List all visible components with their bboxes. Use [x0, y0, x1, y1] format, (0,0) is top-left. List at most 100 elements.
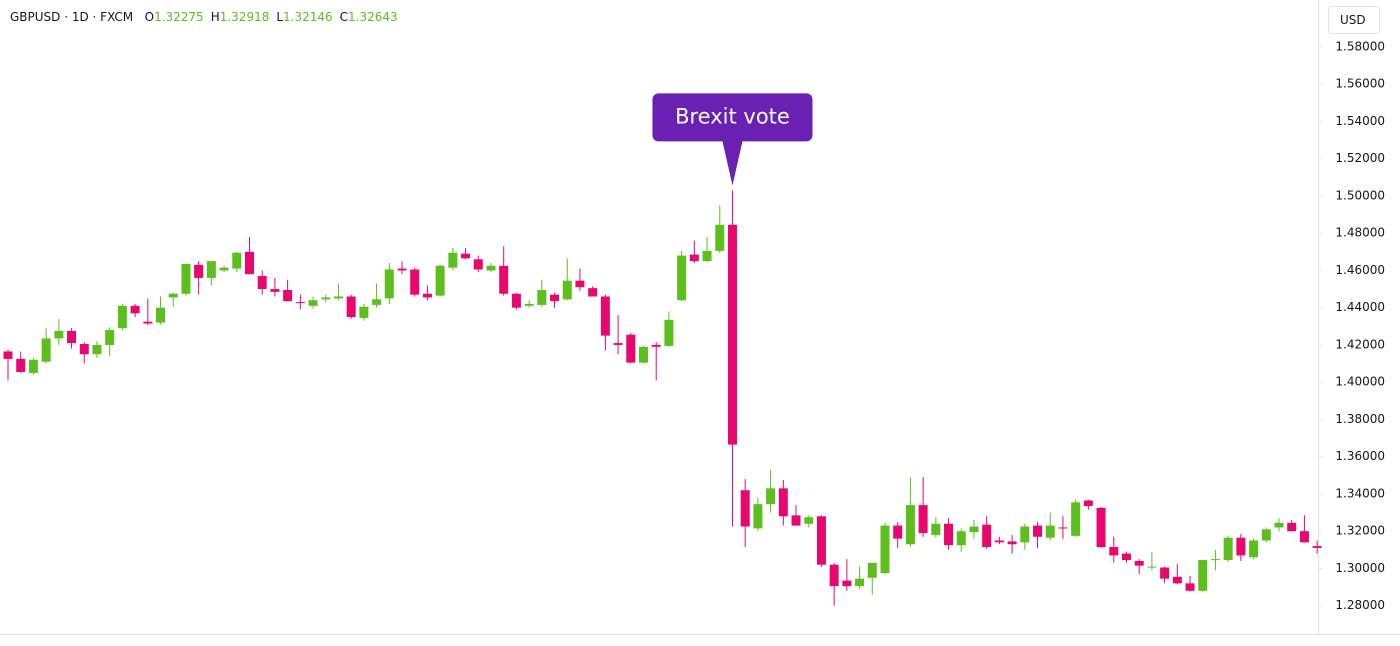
y-tick-label: 1.34000	[1335, 486, 1385, 500]
candle-body	[168, 293, 178, 298]
candle-body	[766, 488, 776, 505]
candle-body	[816, 516, 826, 565]
candle-body	[1134, 560, 1144, 566]
candle-body	[206, 261, 216, 278]
candle-body	[575, 280, 585, 288]
legend-value: 1.32643	[348, 10, 398, 24]
candle-body	[117, 305, 127, 329]
candle-body	[79, 344, 89, 355]
candle-body	[944, 523, 954, 546]
y-tick-label: 1.42000	[1335, 337, 1385, 351]
candle-body	[931, 523, 941, 535]
candle-body	[372, 299, 382, 305]
y-tick-label: 1.38000	[1335, 412, 1385, 426]
candle-body	[181, 263, 191, 294]
y-tick-label: 1.30000	[1335, 561, 1385, 575]
annotation-text: Brexit vote	[675, 104, 790, 128]
candle-body	[969, 526, 979, 533]
candle-body	[16, 358, 26, 372]
symbol: GBPUSD · 1D · FXCM	[10, 10, 134, 24]
candle-body	[1210, 559, 1220, 561]
candle-body	[244, 251, 254, 275]
candle-body	[308, 300, 318, 306]
candle-body	[232, 252, 242, 269]
y-tick-label: 1.40000	[1335, 375, 1385, 389]
candle-body	[67, 330, 77, 344]
candle-body	[1274, 522, 1284, 528]
candle-body	[753, 504, 763, 529]
annotation: Brexit vote	[652, 93, 813, 186]
candle-body	[1109, 547, 1119, 556]
candle-body	[28, 359, 38, 373]
candle-body	[613, 343, 623, 345]
candle-body	[1020, 526, 1030, 543]
candle-body	[1083, 500, 1093, 507]
candle-body	[715, 224, 725, 251]
candle-body	[105, 330, 115, 345]
y-tick-label: 1.58000	[1335, 39, 1385, 53]
candle-body	[54, 330, 64, 339]
candle-body	[664, 319, 674, 346]
candle-body	[410, 269, 420, 295]
legend-label: H	[210, 10, 220, 24]
y-tick-label: 1.54000	[1335, 114, 1385, 128]
candle-body	[677, 255, 687, 301]
candle-body	[1198, 560, 1208, 591]
candle-body	[283, 289, 293, 302]
candle-body	[588, 288, 598, 297]
candle-body	[562, 280, 572, 300]
legend-value: 1.32918	[219, 10, 270, 24]
y-tick-label: 1.36000	[1335, 449, 1385, 463]
y-tick-label: 1.50000	[1335, 188, 1385, 202]
candle-body	[1096, 507, 1106, 548]
y-tick-label: 1.44000	[1335, 300, 1385, 314]
candle-body	[778, 488, 788, 517]
candle-body	[829, 564, 839, 587]
candle-body	[461, 253, 471, 259]
candle-body	[1299, 531, 1309, 543]
y-tick-label: 1.32000	[1335, 524, 1385, 538]
y-tick-label: 1.56000	[1335, 77, 1385, 91]
candle-body	[1236, 537, 1246, 556]
candle-body	[270, 289, 280, 292]
candle-body	[1261, 529, 1271, 541]
candle-body	[550, 294, 560, 302]
candle-body	[982, 524, 992, 548]
candle-body	[880, 525, 890, 574]
candle-body	[1147, 566, 1157, 568]
legend-label: C	[339, 10, 349, 24]
candle-body	[842, 580, 852, 587]
candle-body	[524, 303, 534, 306]
candle-body	[1007, 541, 1017, 545]
y-tick-label: 1.52000	[1335, 151, 1385, 165]
candle-body	[893, 525, 903, 539]
candle-body	[1071, 502, 1081, 536]
currency-button[interactable]: USD	[1328, 6, 1380, 34]
candle-body	[219, 267, 229, 271]
candle-body	[384, 269, 394, 299]
candle-body	[194, 264, 204, 278]
candle-body	[92, 344, 102, 355]
candle-body	[639, 346, 648, 363]
legend-label: O	[144, 10, 155, 24]
candle-body	[486, 265, 496, 271]
candle-body	[702, 250, 712, 262]
candle-body	[740, 490, 750, 527]
candle-body	[130, 305, 140, 314]
candle-body	[626, 334, 636, 363]
y-tick-label: 1.48000	[1335, 226, 1385, 240]
candle-body	[435, 265, 445, 296]
candle-body	[651, 344, 661, 347]
candle-body	[422, 293, 432, 298]
candle-body	[499, 265, 509, 294]
legend-label: L	[276, 10, 284, 24]
candle-body	[1312, 546, 1322, 548]
candle-body	[537, 289, 547, 305]
candle-body	[994, 540, 1004, 543]
candle-body	[397, 268, 407, 271]
candle-body	[956, 531, 966, 546]
candle-body	[257, 276, 267, 290]
candle-body	[448, 252, 458, 268]
candle-body	[804, 517, 814, 524]
